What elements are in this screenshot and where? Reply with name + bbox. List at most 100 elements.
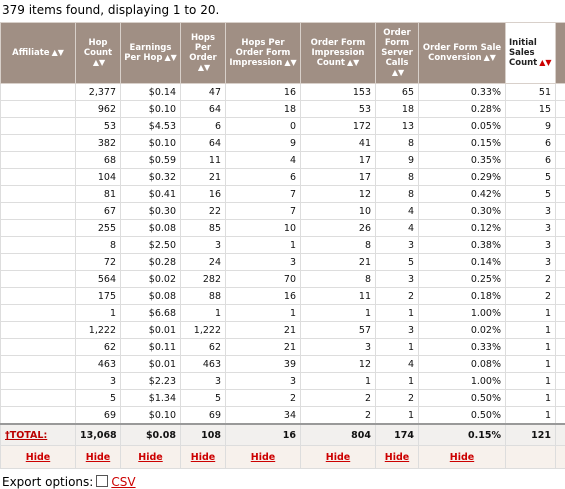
cell: 47 [181,84,226,101]
cell: 1 [506,305,556,322]
cell: 2 [301,407,376,425]
cell: $0.01 [121,322,181,339]
affiliate-cell [1,237,76,254]
cell: 0.33% [419,339,506,356]
sort-arrow: ▲▼ [392,68,404,78]
cell: 1 [76,305,121,322]
total-label[interactable]: †TOTAL: [1,424,76,446]
cell: 0.29% [419,169,506,186]
cell: 12 [301,356,376,373]
cell: 0.05% [419,118,506,135]
cell: 175 [76,288,121,305]
hide-link[interactable]: Hide [251,452,275,463]
cell: 5 [506,169,556,186]
cell: 17 [301,169,376,186]
hide-cell: Hide [376,446,419,469]
cell: 6 [506,135,556,152]
cell: 34 [226,407,301,425]
hide-link[interactable]: Hide [326,452,350,463]
hide-link[interactable]: Hide [26,452,50,463]
cell: 4 [376,220,419,237]
cell: 1 [181,305,226,322]
cell: 2,377 [76,84,121,101]
cell: 3 [76,373,121,390]
cell: 0.35% [419,152,506,169]
cell: 18 [226,101,301,118]
cell: 3 [506,203,556,220]
extra-cell [556,237,565,254]
cell: 8 [301,271,376,288]
total-cell: 108 [181,424,226,446]
extra-cell [556,288,565,305]
cell: $4.53 [121,118,181,135]
cell: 1 [506,407,556,425]
cell: 24 [181,254,226,271]
column-header[interactable]: Affiliate▲▼ [1,23,76,84]
extra-cell [556,407,565,425]
column-header[interactable]: Hops Per Order Form Impression▲▼ [226,23,301,84]
cell: 8 [376,186,419,203]
hide-cell: Hide [226,446,301,469]
cell: $0.41 [121,186,181,203]
hide-link[interactable]: Hide [385,452,409,463]
hide-link[interactable]: Hide [86,452,110,463]
hide-cell [506,446,556,469]
affiliate-cell [1,390,76,407]
extra-cell [556,339,565,356]
total-cell: $0.08 [121,424,181,446]
cell: 2 [376,390,419,407]
hide-link[interactable]: Hide [138,452,162,463]
cell: 53 [301,101,376,118]
csv-icon [96,475,108,487]
cell: 2 [226,390,301,407]
cell: 21 [181,169,226,186]
cell: 51 [506,84,556,101]
cell: 8 [376,135,419,152]
affiliate-cell [1,220,76,237]
column-title: Hops Per Order Form Impression [229,38,290,68]
column-header[interactable]: Order Form Sale Conversion▲▼ [419,23,506,84]
cell: $2.23 [121,373,181,390]
cell: 5 [181,390,226,407]
affiliate-cell [1,373,76,390]
cell: 3 [301,339,376,356]
cell: 1,222 [181,322,226,339]
cell: 0.14% [419,254,506,271]
total-cell: 121 [506,424,556,446]
sort-arrow: ▲▼ [539,58,551,68]
hide-cell: Hide [76,446,121,469]
affiliate-cell [1,339,76,356]
affiliate-cell [1,322,76,339]
cell: 70 [226,271,301,288]
column-header[interactable]: Order Form Server Calls▲▼ [376,23,419,84]
cell: 2 [301,390,376,407]
cell: 5 [506,186,556,203]
cell: 2 [506,288,556,305]
column-header[interactable]: Hop Count▲▼ [76,23,121,84]
cell: 0.02% [419,322,506,339]
hide-link[interactable]: Hide [450,452,474,463]
hide-cell: Hide [301,446,376,469]
column-header[interactable]: Earnings Per Hop▲▼ [121,23,181,84]
cell: 62 [76,339,121,356]
cell: 10 [226,220,301,237]
cell: 3 [376,322,419,339]
extra-cell [556,118,565,135]
hide-link[interactable]: Hide [191,452,215,463]
extra-cell [556,356,565,373]
affiliate-cell [1,101,76,118]
cell: $2.50 [121,237,181,254]
column-header[interactable]: Initial Sales Count▲▼ [506,23,556,84]
cell: $1.34 [121,390,181,407]
cell: 1.00% [419,305,506,322]
column-header[interactable]: Order Form Impression Count▲▼ [301,23,376,84]
column-header[interactable]: Hops Per Order▲▼ [181,23,226,84]
cell: 3 [181,237,226,254]
cell: 255 [76,220,121,237]
